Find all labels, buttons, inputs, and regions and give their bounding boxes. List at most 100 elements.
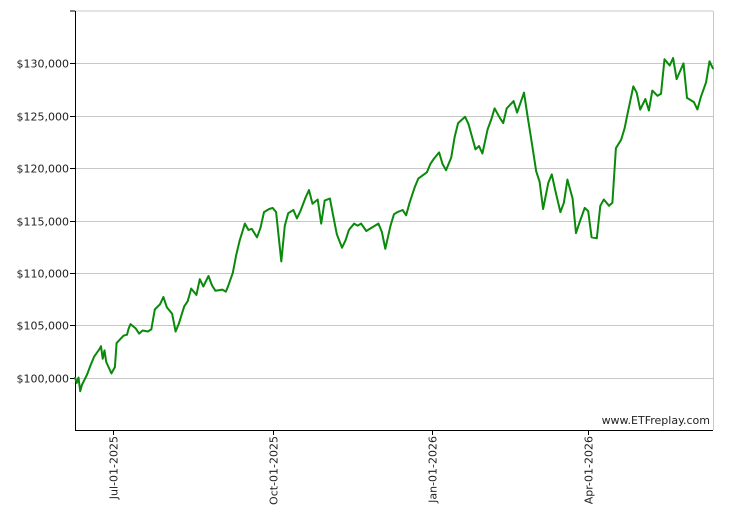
data-point	[554, 189, 556, 191]
data-point	[381, 231, 383, 233]
data-point	[256, 236, 258, 239]
data-point	[587, 210, 589, 212]
data-point	[296, 217, 298, 220]
data-point	[292, 209, 295, 211]
data-point	[244, 222, 246, 225]
series-line	[74, 57, 714, 393]
data-point	[105, 361, 107, 363]
data-point	[304, 196, 307, 199]
data-point	[575, 232, 577, 234]
data-point	[493, 107, 496, 110]
data-point	[551, 173, 553, 176]
data-point	[705, 81, 707, 83]
data-point	[316, 198, 319, 201]
data-point	[693, 101, 695, 103]
y-tick-label: $125,000	[17, 111, 70, 124]
data-point	[668, 64, 671, 67]
data-point	[608, 205, 610, 207]
data-point	[86, 373, 88, 376]
data-point	[478, 145, 480, 147]
grid-lines	[70, 10, 714, 430]
data-point	[457, 122, 459, 124]
data-point	[271, 207, 274, 209]
data-point	[559, 211, 562, 213]
data-point	[344, 239, 347, 242]
data-point	[226, 286, 229, 289]
data-point	[186, 300, 189, 303]
x-tick-label: Jan-01-2026	[427, 436, 440, 504]
axes	[75, 11, 713, 431]
data-point	[712, 67, 714, 70]
data-point	[174, 330, 177, 333]
watermark-text: www.ETFreplay.com	[602, 414, 710, 427]
x-tick-labels: Jul-01-2025 Oct-01-2025 Jan-01-2026 Apr-01-…	[108, 430, 596, 505]
data-point	[311, 202, 314, 205]
data-point	[126, 333, 128, 336]
data-point	[599, 205, 602, 207]
data-point	[74, 376, 76, 379]
data-point	[450, 156, 453, 159]
data-point	[93, 355, 95, 358]
data-point	[396, 211, 399, 213]
data-point	[414, 186, 416, 188]
data-point	[162, 296, 165, 298]
data-point	[147, 330, 149, 333]
data-point	[199, 278, 201, 281]
data-point	[516, 111, 518, 114]
y-tick-label: $110,000	[17, 268, 70, 281]
data-point	[467, 123, 470, 125]
data-point	[635, 91, 638, 94]
data-point	[571, 197, 574, 200]
data-point	[596, 237, 598, 240]
data-point	[481, 152, 484, 155]
data-point	[154, 308, 156, 311]
data-point	[464, 116, 466, 118]
data-point	[656, 95, 659, 97]
data-point	[401, 209, 404, 211]
data-point	[505, 107, 508, 110]
data-point	[235, 254, 237, 256]
data-point	[103, 349, 106, 352]
y-tick-labels: $100,000 $105,000 $110,000 $115,000 $120,000…	[17, 58, 70, 386]
data-point	[486, 128, 489, 131]
y-tick-label: $100,000	[17, 373, 70, 386]
data-point	[207, 275, 210, 277]
data-point	[623, 127, 626, 130]
data-point	[214, 289, 217, 292]
data-point	[341, 246, 343, 249]
data-point	[202, 285, 205, 288]
data-point	[502, 122, 505, 124]
data-point	[329, 197, 331, 200]
y-tick-label: $120,000	[17, 163, 70, 176]
data-point	[299, 210, 302, 212]
x-tick-label: Oct-01-2025	[268, 436, 281, 505]
data-point	[75, 382, 78, 384]
data-point	[377, 222, 380, 225]
data-point	[384, 248, 387, 250]
data-point	[122, 334, 125, 337]
data-point	[523, 91, 525, 94]
data-point	[499, 117, 501, 119]
data-point	[700, 96, 702, 98]
data-point	[101, 358, 104, 360]
data-point	[348, 229, 350, 231]
x-tick-label: Apr-01-2026	[583, 436, 596, 504]
data-point	[89, 364, 92, 366]
data-point	[615, 147, 617, 149]
data-point	[275, 211, 277, 213]
data-point	[284, 224, 286, 227]
data-point	[563, 201, 565, 204]
data-point	[251, 228, 253, 230]
data-point	[232, 272, 234, 274]
data-point	[171, 312, 173, 315]
data-point	[141, 329, 144, 332]
data-point	[115, 342, 118, 344]
data-point	[166, 306, 168, 309]
series-layer	[74, 57, 714, 393]
data-point	[268, 208, 271, 210]
data-point	[675, 78, 678, 80]
data-point	[578, 221, 581, 224]
data-point	[408, 201, 411, 204]
y-tick-label: $105,000	[17, 320, 70, 333]
